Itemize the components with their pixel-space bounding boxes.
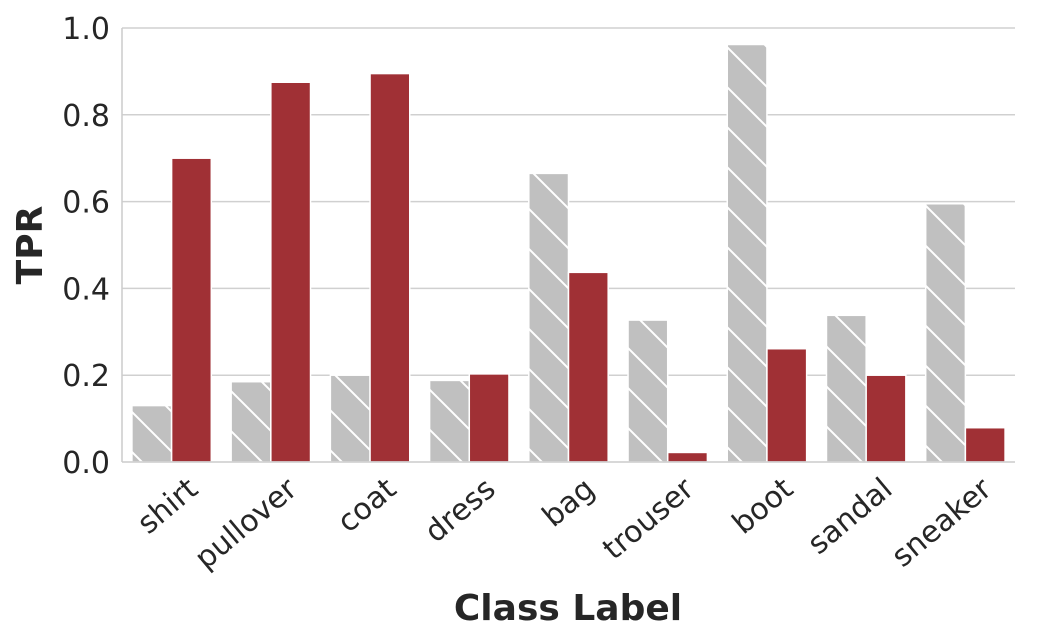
y-tick-label: 0.0	[62, 446, 110, 481]
y-tick-label: 0.8	[62, 99, 110, 134]
x-tick-label-boot: boot	[726, 471, 800, 541]
bar-hatch-sneaker	[925, 203, 966, 462]
x-axis-title: Class Label	[454, 588, 682, 629]
bar-hatch-sandal	[826, 315, 867, 462]
x-tick-label-pullover: pullover	[188, 471, 304, 576]
bar-hatch-pullover	[231, 381, 271, 462]
bar-hatch-bag	[528, 173, 569, 462]
bar-hatch-trouser	[628, 320, 668, 462]
x-tick-label-dress: dress	[418, 471, 502, 550]
y-tick-label: 0.4	[62, 272, 110, 307]
bars	[131, 43, 1006, 463]
bar-trouser-series-2	[666, 451, 709, 463]
bar-shirt-series-2	[170, 157, 213, 463]
x-tick-label-coat: coat	[331, 471, 403, 540]
x-tick-label-trouser: trouser	[596, 471, 701, 567]
bar-bag-series-2	[567, 271, 609, 463]
bar-pullover-series-2	[270, 81, 312, 463]
bar-dress-series-2	[468, 373, 510, 463]
y-axis-title: TPR	[10, 206, 51, 285]
y-tick-label: 1.0	[62, 12, 110, 47]
bar-sneaker-series-2	[964, 426, 1006, 463]
y-tick-label: 0.6	[62, 186, 110, 221]
x-tick-label-sneaker: sneaker	[885, 471, 999, 574]
x-tick-label-bag: bag	[536, 471, 602, 534]
bar-hatch-shirt	[131, 405, 172, 462]
y-tick-label: 0.2	[62, 359, 110, 394]
bar-hatch-boot	[727, 44, 767, 462]
x-tick-label-shirt: shirt	[131, 471, 205, 541]
bar-sandal-series-2	[865, 374, 907, 463]
bar-coat-series-2	[369, 72, 411, 463]
bar-boot-series-2	[766, 347, 808, 463]
bar-hatch-dress	[429, 380, 470, 462]
bar-hatch-coat	[330, 375, 371, 462]
